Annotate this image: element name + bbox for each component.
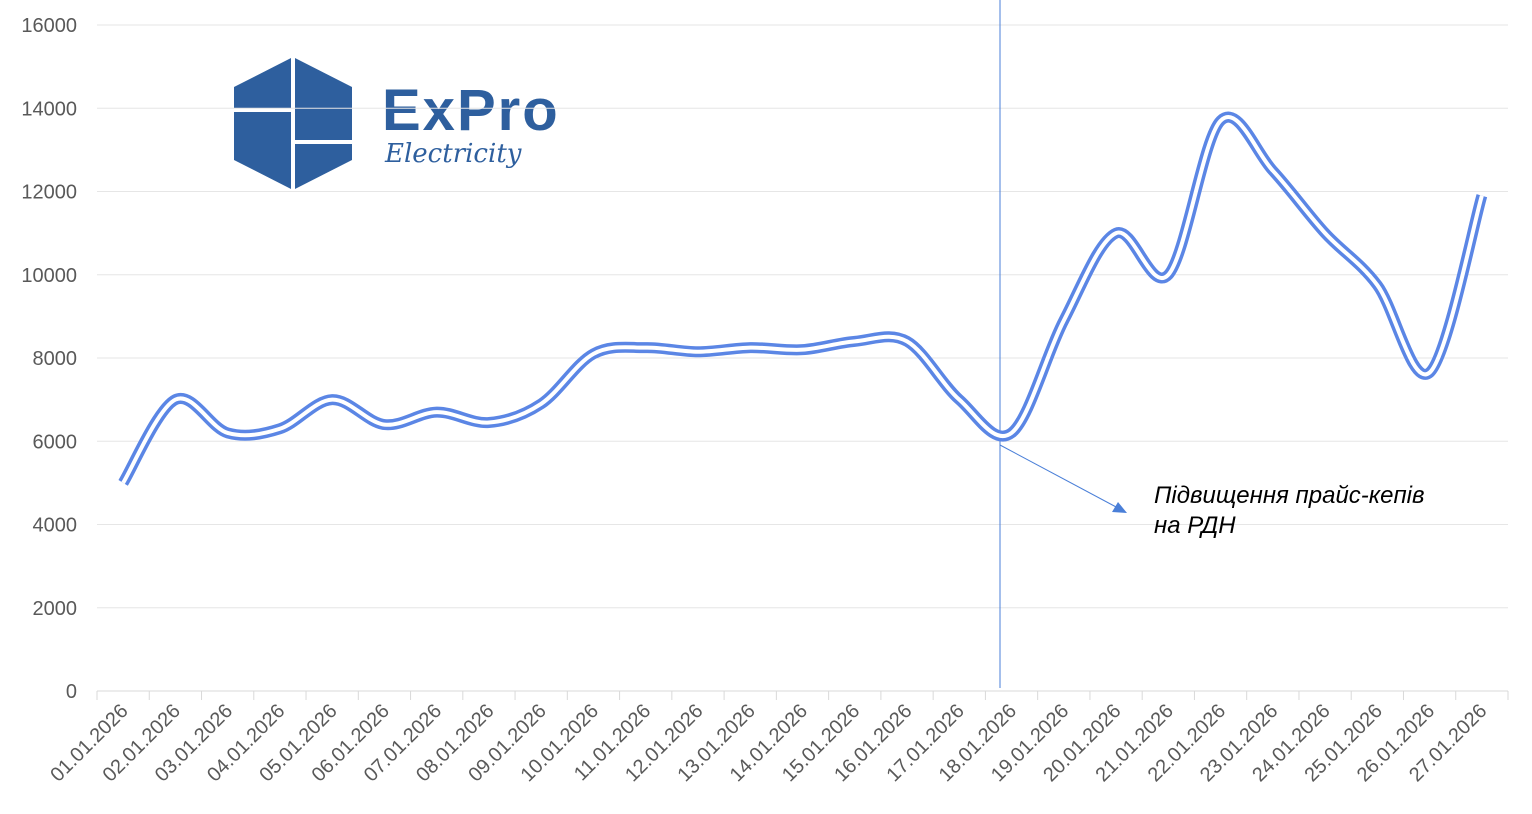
y-tick-label: 16000 [21, 15, 77, 37]
annotation-arrow [999, 444, 1119, 509]
y-tick-label: 8000 [33, 348, 78, 370]
y-tick-label: 2000 [33, 598, 78, 620]
line-series-inner [121, 115, 1484, 484]
logo-name: ExPro [382, 78, 560, 143]
y-tick-label: 10000 [21, 265, 77, 287]
arrow-head [1112, 502, 1127, 513]
y-tick-label: 4000 [33, 515, 78, 537]
y-tick-label: 14000 [21, 98, 77, 120]
logo: ExPro Electricity [234, 57, 560, 190]
y-tick-label: 6000 [33, 431, 78, 453]
y-tick-label: 12000 [21, 182, 77, 204]
logo-tagline: Electricity [384, 139, 522, 169]
y-tick-label: 0 [66, 681, 77, 703]
annotation-text: Підвищення прайс-кепів [1154, 482, 1425, 509]
annotation-text: на РДН [1154, 512, 1236, 539]
